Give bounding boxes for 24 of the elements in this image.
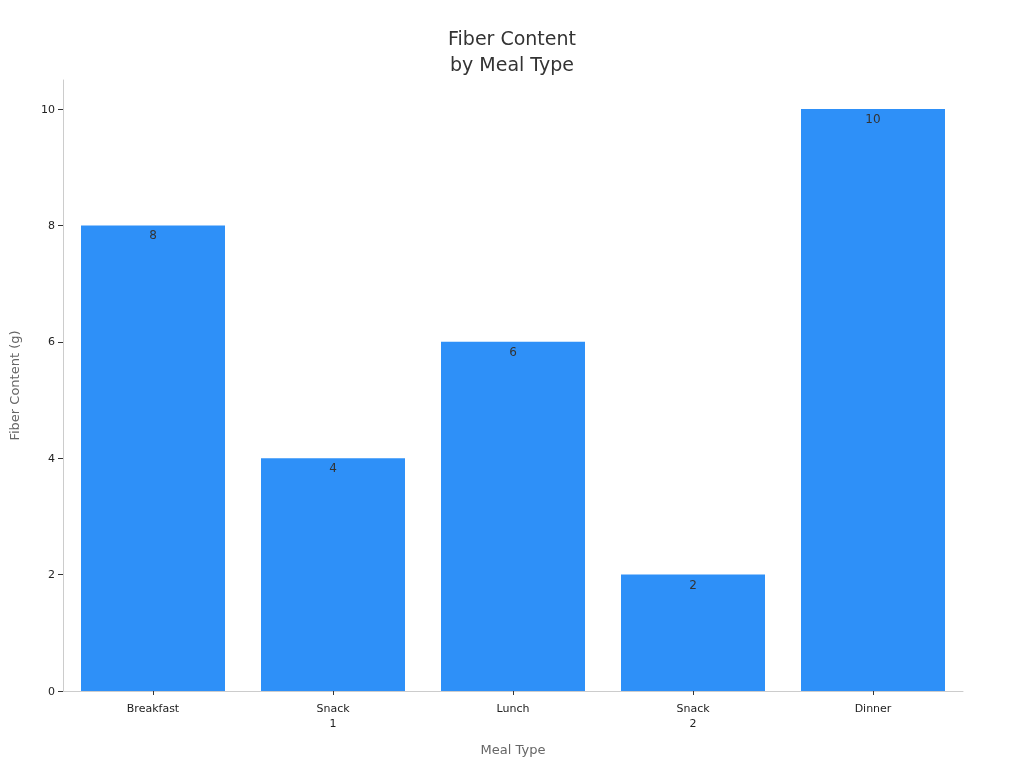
bar xyxy=(81,225,225,691)
y-tick-label: 0 xyxy=(48,684,55,698)
data-label: 2 xyxy=(689,577,697,592)
x-tick-label: Snack 2 xyxy=(676,702,711,730)
y-tick-label: 2 xyxy=(48,568,55,582)
bar xyxy=(441,341,585,691)
data-label: 6 xyxy=(509,344,517,359)
data-label: 8 xyxy=(149,228,157,243)
data-label: 10 xyxy=(865,112,881,127)
bar xyxy=(801,109,945,691)
y-tick-label: 6 xyxy=(48,335,55,349)
chart-title: Fiber Content by Meal Type xyxy=(448,27,576,75)
y-tick-label: 4 xyxy=(48,451,55,465)
y-axis-title: Fiber Content (g) xyxy=(7,330,22,441)
x-tick-label: Lunch xyxy=(496,702,530,715)
data-label: 4 xyxy=(329,461,337,476)
x-axis-title: Meal Type xyxy=(480,742,546,757)
y-tick-label: 8 xyxy=(48,218,55,232)
bar xyxy=(261,458,405,691)
bar xyxy=(621,574,765,691)
x-tick-label: Snack 1 xyxy=(316,702,351,730)
x-tick-label: Breakfast xyxy=(126,702,180,715)
y-tick-label: 10 xyxy=(41,102,55,116)
x-tick-label: Dinner xyxy=(854,702,892,715)
